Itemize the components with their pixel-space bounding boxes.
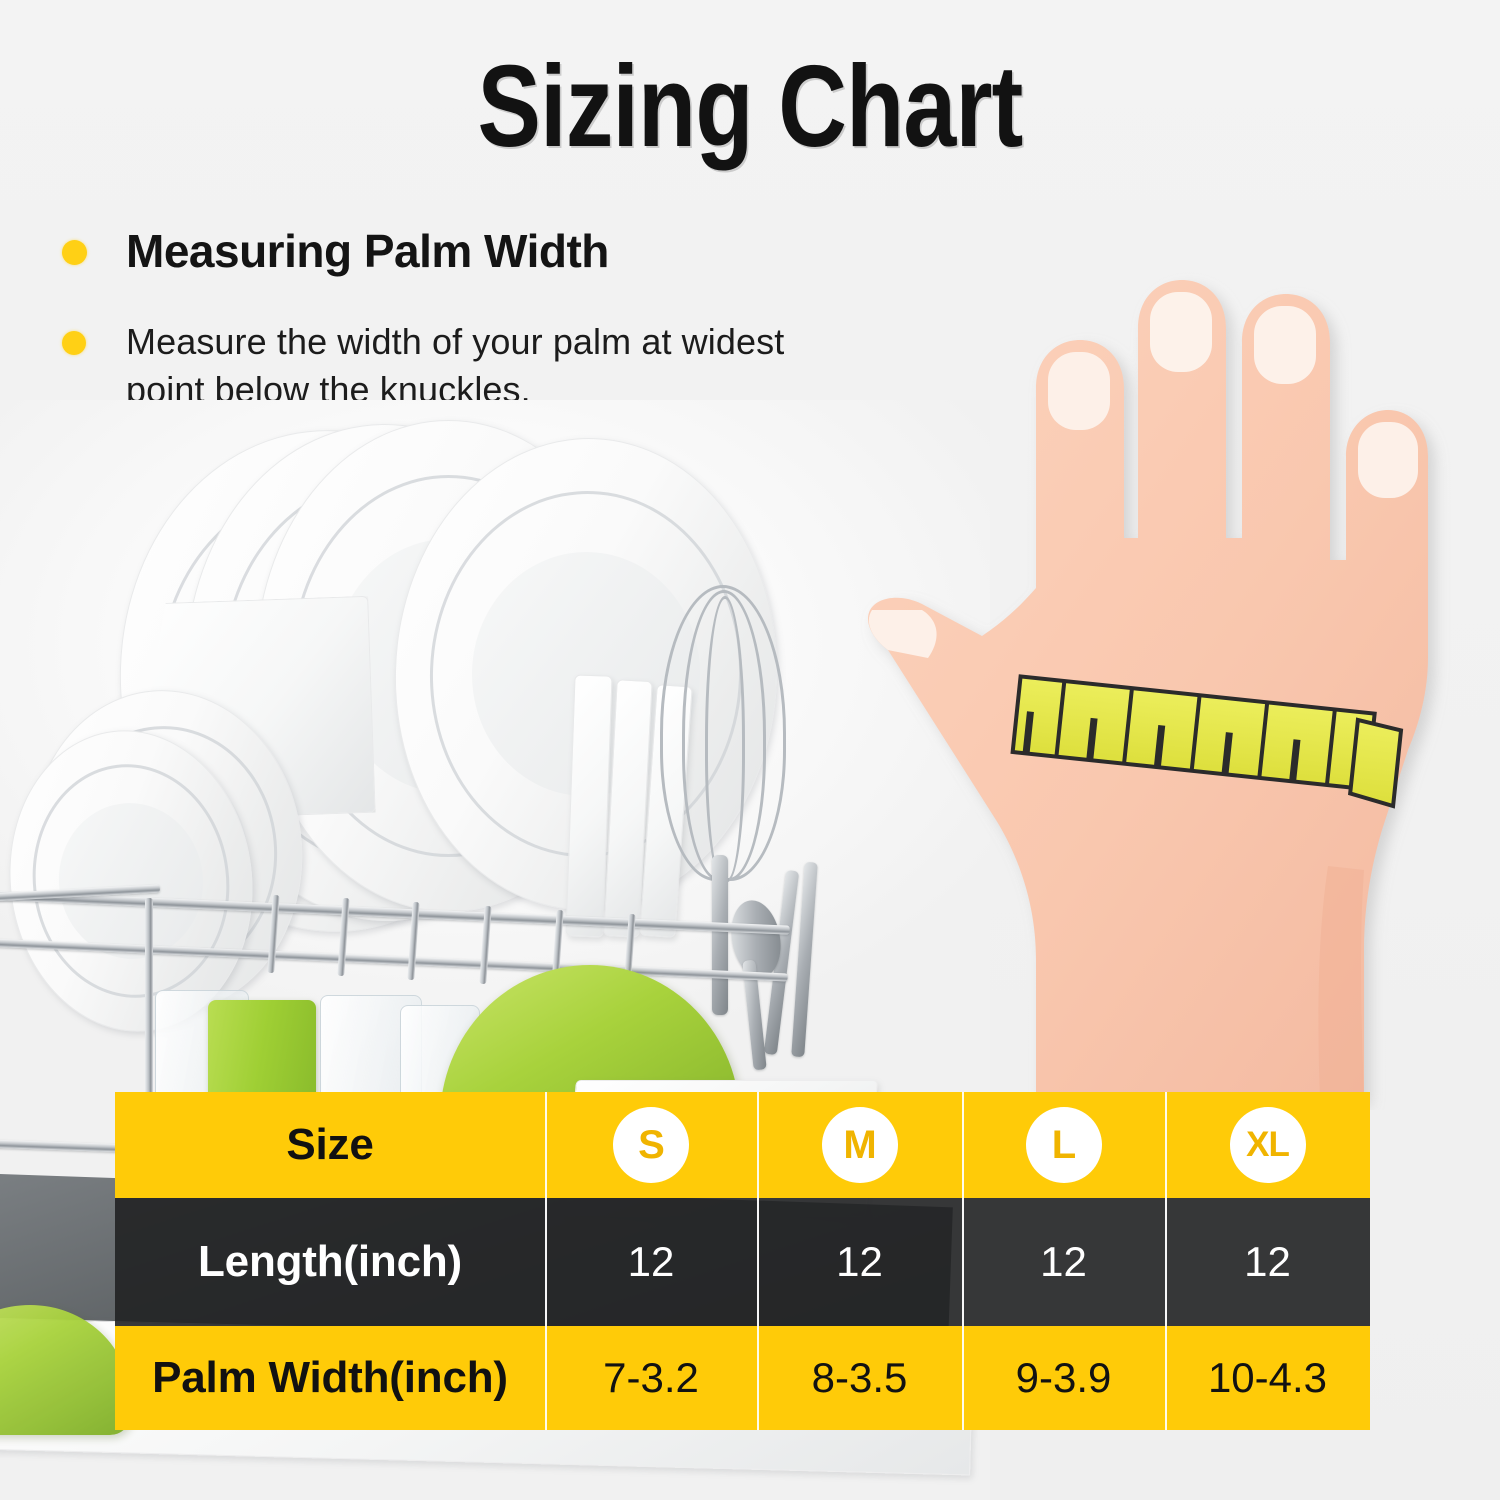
row-label-length: Length(inch): [198, 1237, 462, 1286]
length-value-s: 12: [545, 1198, 757, 1326]
palm-value-s: 7-3.2: [545, 1326, 757, 1430]
instruction-heading: Measuring Palm Width: [126, 225, 609, 277]
header-cell-size: Size: [115, 1092, 545, 1198]
table-row-length: Length(inch) 12 12 12 12: [115, 1198, 1370, 1326]
length-value-m: 12: [757, 1198, 962, 1326]
size-badge-m: M: [821, 1107, 898, 1183]
table-row-palm-width: Palm Width(inch) 7-3.2 8-3.5 9-3.9 10-4.…: [115, 1326, 1370, 1430]
rack-frame: [145, 898, 153, 1148]
fingernail: [1358, 422, 1418, 498]
page-title: Sizing Chart: [477, 41, 1023, 171]
size-badge-s: S: [613, 1107, 689, 1183]
palm-value-m: 8-3.5: [757, 1326, 962, 1430]
header-cell-l: L: [962, 1092, 1165, 1198]
size-badge-xl: XL: [1229, 1107, 1306, 1183]
thumbnail: [868, 610, 937, 658]
hand-illustration: [760, 270, 1460, 1110]
size-badge-l: L: [1025, 1107, 1102, 1183]
palm-value-l: 9-3.9: [962, 1326, 1165, 1430]
whisk-handle: [712, 855, 728, 1015]
fingernail: [1150, 292, 1212, 372]
measuring-tape: [1010, 674, 1404, 809]
instruction-body-row: Measure the width of your palm at widest…: [62, 318, 806, 413]
instruction-heading-row: Measuring Palm Width: [62, 226, 609, 277]
header-cell-s: S: [545, 1092, 757, 1198]
instruction-body: Measure the width of your palm at widest…: [126, 321, 785, 410]
length-value-xl: 12: [1165, 1198, 1370, 1326]
bullet-dot-icon: [62, 240, 87, 265]
bullet-dot-icon: [62, 331, 86, 355]
whisk-icon: [705, 596, 745, 882]
fingernail: [1048, 352, 1110, 430]
palm-value-xl: 10-4.3: [1165, 1326, 1370, 1430]
header-label-size: Size: [286, 1120, 374, 1169]
fingernail: [1254, 306, 1316, 384]
palm-shading: [1318, 866, 1364, 1100]
length-value-l: 12: [962, 1198, 1165, 1326]
header-cell-xl: XL: [1165, 1092, 1370, 1198]
table-header-row: Size S M L XL: [115, 1092, 1370, 1198]
row-label-palm-width: Palm Width(inch): [152, 1353, 508, 1402]
header-cell-m: M: [757, 1092, 962, 1198]
size-table: Size S M L XL Length(inch) 12: [115, 1092, 1370, 1430]
